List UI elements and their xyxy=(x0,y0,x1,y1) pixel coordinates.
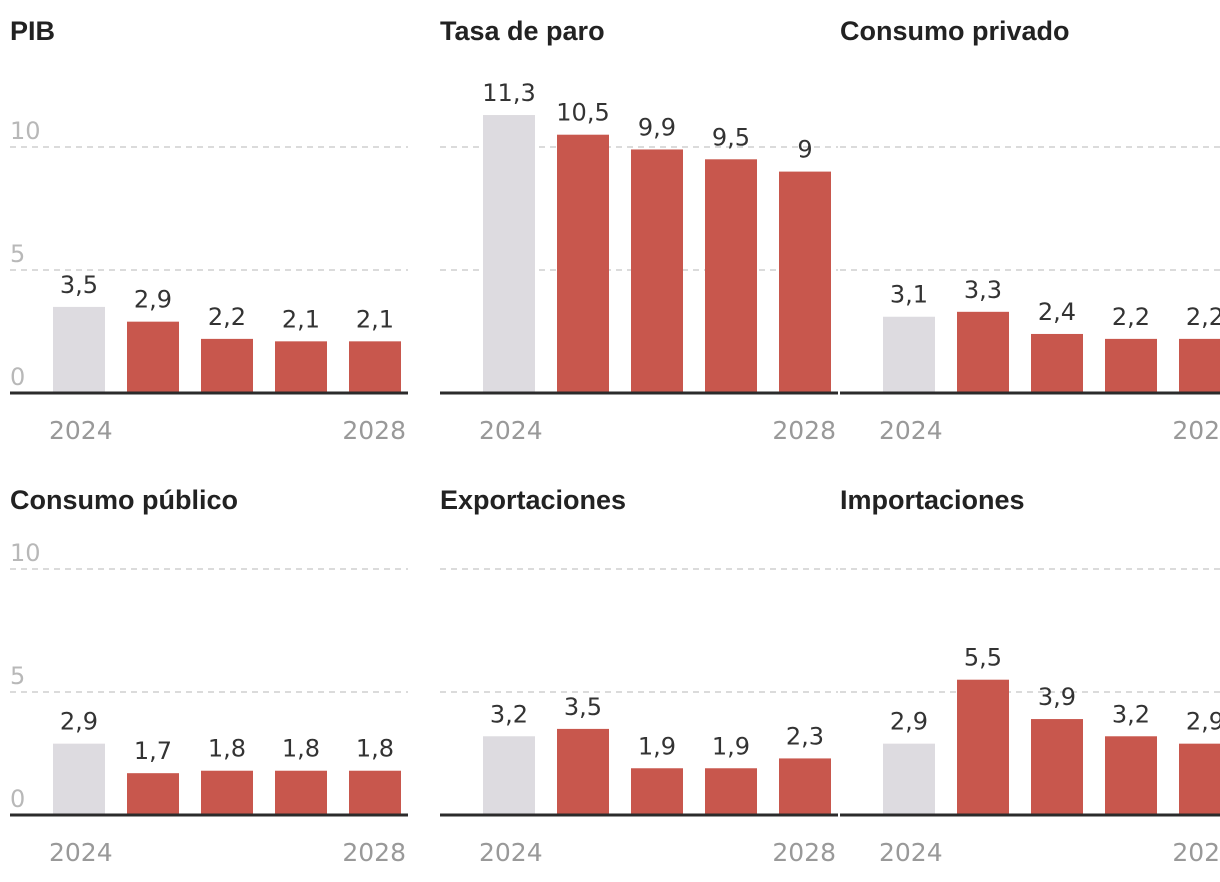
x-label-end: 2028 xyxy=(772,416,836,445)
value-label: 3,1 xyxy=(890,281,928,309)
x-label-start: 2024 xyxy=(879,838,943,867)
value-label: 2,9 xyxy=(60,708,98,736)
value-label: 3,2 xyxy=(490,700,528,728)
value-label: 3,3 xyxy=(964,276,1002,304)
bar-2025 xyxy=(557,134,609,393)
bar-2027 xyxy=(275,770,327,815)
x-label-start: 2024 xyxy=(49,416,113,445)
bar-2026 xyxy=(631,768,683,815)
value-label: 2,1 xyxy=(356,305,394,333)
value-label: 10,5 xyxy=(556,99,609,127)
y-tick-label: 10 xyxy=(10,539,41,567)
x-label-end: 2028 xyxy=(1172,416,1220,445)
chart-title: Tasa de paro xyxy=(440,16,605,46)
value-label: 1,8 xyxy=(356,735,394,763)
x-label-end: 2028 xyxy=(1172,838,1220,867)
bar-2024 xyxy=(53,306,105,393)
bar-2028 xyxy=(779,171,831,393)
bar-2028 xyxy=(349,770,401,815)
x-label-end: 2028 xyxy=(772,838,836,867)
value-label: 2,1 xyxy=(282,305,320,333)
value-label: 1,8 xyxy=(282,735,320,763)
bar-2024 xyxy=(483,736,535,815)
bar-2025 xyxy=(957,311,1009,393)
value-label: 2,2 xyxy=(1186,303,1220,331)
chart-panel: Importaciones 2,9 5,5 3,9 3,2 2,9 2024 2028 xyxy=(840,485,1220,867)
value-label: 9 xyxy=(797,136,812,164)
y-tick-label: 5 xyxy=(10,240,25,268)
bar-2028 xyxy=(1179,743,1220,815)
y-tick-label: 0 xyxy=(10,785,25,813)
y-tick-label: 0 xyxy=(10,363,25,391)
chart-panel: Consumo privado 3,1 3,3 2,4 2,2 2,2 2024 2028 xyxy=(840,16,1220,445)
bar-2028 xyxy=(349,341,401,393)
x-label-start: 2024 xyxy=(479,416,543,445)
value-label: 11,3 xyxy=(482,79,535,107)
value-label: 2,2 xyxy=(208,303,246,331)
bar-2024 xyxy=(483,115,535,394)
bar-2025 xyxy=(957,679,1009,815)
value-label: 1,7 xyxy=(134,737,172,765)
value-label: 3,5 xyxy=(60,271,98,299)
bar-2026 xyxy=(201,338,253,393)
bar-2024 xyxy=(883,743,935,815)
bar-2026 xyxy=(201,770,253,815)
chart-title: Consumo público xyxy=(10,485,238,515)
bar-2025 xyxy=(127,773,179,815)
x-label-end: 2028 xyxy=(342,838,406,867)
value-label: 1,9 xyxy=(712,732,750,760)
x-label-start: 2024 xyxy=(479,838,543,867)
chart-title: Consumo privado xyxy=(840,16,1070,46)
chart-panel: Consumo público 0 5 10 2,9 1,7 1,8 1,8 1,8 2024 20… xyxy=(10,485,408,867)
bar-2026 xyxy=(1031,333,1083,393)
bar-2024 xyxy=(883,316,935,393)
value-label: 3,5 xyxy=(564,693,602,721)
value-label: 2,9 xyxy=(1186,708,1220,736)
chart-panel: Tasa de paro 11,3 10,5 9,9 9,5 9 2024 2028 xyxy=(440,16,838,445)
chart-panel: Exportaciones 3,2 3,5 1,9 1,9 2,3 2024 2028 xyxy=(440,485,838,867)
chart-title: Exportaciones xyxy=(440,485,626,515)
value-label: 1,8 xyxy=(208,735,246,763)
y-tick-label: 10 xyxy=(10,117,41,145)
bar-2027 xyxy=(705,768,757,815)
value-label: 3,2 xyxy=(1112,700,1150,728)
value-label: 9,9 xyxy=(638,113,676,141)
bar-2027 xyxy=(1105,338,1157,393)
value-label: 3,9 xyxy=(1038,683,1076,711)
bar-2028 xyxy=(1179,338,1220,393)
bar-2025 xyxy=(557,728,609,815)
value-label: 2,9 xyxy=(134,286,172,314)
chart-title: Importaciones xyxy=(840,485,1025,515)
y-tick-label: 5 xyxy=(10,662,25,690)
value-label: 2,2 xyxy=(1112,303,1150,331)
bar-2028 xyxy=(779,758,831,815)
chart-title: PIB xyxy=(10,16,55,46)
x-label-start: 2024 xyxy=(49,838,113,867)
bar-2027 xyxy=(705,159,757,393)
chart-panel: PIB 0 5 10 3,5 2,9 2,2 2,1 2,1 2024 2028 xyxy=(10,16,408,445)
bar-2025 xyxy=(127,321,179,393)
bar-2026 xyxy=(631,149,683,393)
value-label: 1,9 xyxy=(638,732,676,760)
bar-2024 xyxy=(53,743,105,815)
bar-2026 xyxy=(1031,719,1083,815)
x-label-end: 2028 xyxy=(342,416,406,445)
value-label: 2,3 xyxy=(786,722,824,750)
bar-2027 xyxy=(1105,736,1157,815)
value-label: 2,4 xyxy=(1038,298,1076,326)
value-label: 2,9 xyxy=(890,708,928,736)
value-label: 5,5 xyxy=(964,644,1002,672)
value-label: 9,5 xyxy=(712,123,750,151)
x-label-start: 2024 xyxy=(879,416,943,445)
bar-2027 xyxy=(275,341,327,393)
